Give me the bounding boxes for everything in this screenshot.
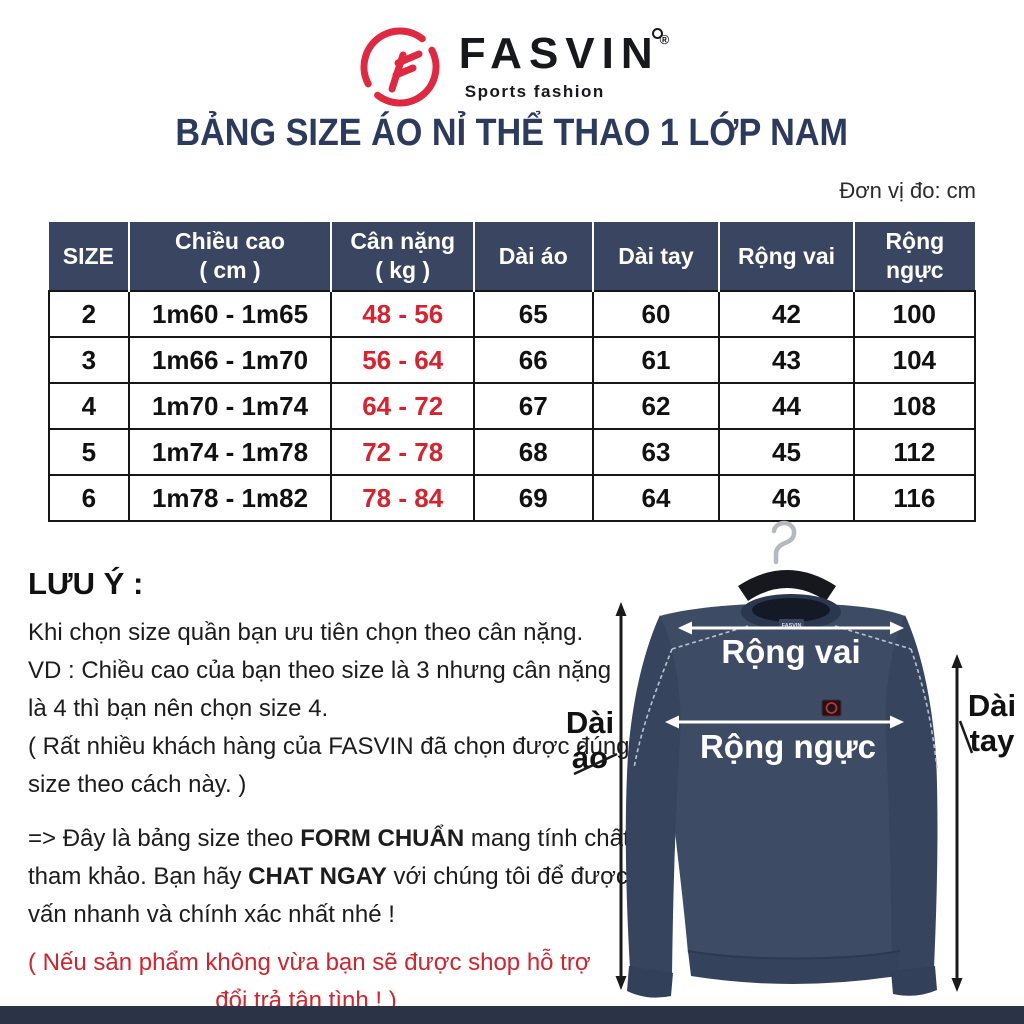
col-header-size: SIZE [49,222,130,291]
notes-heading: LƯU Ý : [28,566,144,601]
cell-height: 1m78 - 1m82 [127,474,333,522]
cell-chest-width: 108 [852,382,977,430]
shirt-right-sleeve [885,615,938,973]
note-line: size theo cách này. ) [28,771,247,798]
neck-opening [752,598,830,622]
trademark-symbol: ® [659,32,670,47]
cell-weight: 72 - 78 [330,428,475,476]
page-title: BẢNG SIZE ÁO NỈ THỂ THAO 1 LỚP NAM [175,112,849,154]
cell-shoulder-width: 46 [718,474,855,522]
chest-width-arrow [665,715,904,729]
cell-sleeve-length: 63 [591,428,721,476]
cell-height: 1m70 - 1m74 [127,382,333,430]
col-header-sleeve-length: Dài tay [592,222,721,291]
col-header-weight: Cân nặng( kg ) [331,222,475,291]
shirt-length-arrow [615,602,627,990]
unit-note: Đơn vị đo: cm [839,178,976,203]
cell-weight: 78 - 84 [330,474,475,522]
left-shoulder-seam [671,625,749,650]
note-line: Khi chọn size quần bạn ưu tiên chọn theo… [28,619,584,646]
right-shoulder-seam [834,625,912,650]
table-row: 6 1m78 - 1m82 78 - 84 69 64 46 116 [48,474,977,522]
cell-size: 3 [48,336,130,384]
note-line: ( Rất nhiều khách hàng của FASVIN đã chọ… [28,733,630,760]
footer-bar [0,1006,1024,1024]
size-table: SIZE Chiều cao( cm ) Cân nặng( kg ) Dài … [48,222,977,522]
hanger-hook-icon [771,520,797,565]
brand-tagline: Sports fashion [464,82,605,101]
cell-chest-width: 104 [852,336,977,384]
shirt-left-sleeve [625,615,681,975]
cell-shirt-length: 69 [473,474,594,522]
cell-shirt-length: 65 [473,290,594,338]
cell-chest-width: 100 [852,290,977,338]
brand-logo: FASVIN® Sports fashion [0,22,1024,112]
cell-shirt-length: 67 [473,382,594,430]
cell-height: 1m60 - 1m65 [127,290,333,338]
shirt-length-label-line2: áo [572,740,608,775]
cell-size: 2 [48,290,130,338]
shirt-hem [688,951,900,984]
collar-brand-text: FASVIN [782,623,802,629]
notes-section: LƯU Ý : Khi chọn size quần bạn ưu tiên c… [28,566,658,1020]
sleeve-length-leader-line [958,720,974,754]
cell-sleeve-length: 60 [591,290,721,338]
cell-sleeve-length: 61 [591,336,721,384]
fasvin-logo-icon [360,27,440,107]
cell-weight: 56 - 64 [330,336,475,384]
table-row: 5 1m74 - 1m78 72 - 78 68 63 45 112 [48,428,977,476]
table-header-row: SIZE Chiều cao( cm ) Cân nặng( kg ) Dài … [49,222,975,291]
cell-shoulder-width: 45 [718,428,855,476]
col-header-shirt-length: Dài áo [474,222,594,291]
cell-chest-width: 116 [852,474,977,522]
sleeve-length-label-line2: tay [970,723,1016,758]
shoulder-width-arrow [678,621,904,635]
cell-shirt-length: 68 [473,428,594,476]
cell-weight: 48 - 56 [330,290,475,338]
cell-height: 1m74 - 1m78 [127,428,333,476]
brand-wordmark: FASVIN® Sports fashion [458,28,670,102]
hem-seam [687,950,901,960]
advice-paragraph: => Đây là bảng size theo FORM CHUẨN mang… [28,825,658,928]
col-header-shoulder-width: Rộng vai [719,222,855,291]
left-raglan-seam [633,648,673,769]
note-line: là 4 thì bạn nên chọn size 4. [28,695,329,722]
cell-shoulder-width: 44 [718,382,855,430]
note-line: VD : Chiều cao của bạn theo size là 3 nh… [28,657,612,684]
table-row: 3 1m66 - 1m70 56 - 64 66 61 43 104 [48,336,977,384]
table-row: 4 1m70 - 1m74 64 - 72 67 62 44 108 [48,382,977,430]
cell-sleeve-length: 64 [591,474,721,522]
shirt-left-cuff [627,966,673,998]
shirt-body [659,603,908,963]
cell-size: 5 [48,428,130,476]
cell-shoulder-width: 43 [718,336,855,384]
cell-height: 1m66 - 1m70 [127,336,333,384]
shoulder-width-label: Rộng vai [721,633,860,670]
i-dot-ring-icon [651,28,663,39]
shirt-right-cuff [891,966,937,996]
brand-name: FASVIN® [458,29,670,78]
sweatshirt-measurement-diagram: FASVIN Rộng vai Rộng ngực [566,520,1016,998]
chest-width-label: Rộng ngực [700,728,876,765]
cell-sleeve-length: 62 [591,382,721,430]
hanger-icon [738,570,836,601]
sleeve-length-label-line1: Dài [968,688,1016,723]
chest-patch [821,699,842,717]
shirt-length-label-line1: Dài [566,705,614,740]
cell-shirt-length: 66 [473,336,594,384]
right-raglan-seam [910,648,938,769]
cell-weight: 64 - 72 [330,382,475,430]
sleeve-length-arrow [951,654,963,992]
cell-shoulder-width: 42 [718,290,855,338]
cell-size: 6 [48,474,130,522]
col-header-chest-width: Rộng ngực [853,222,975,291]
cell-chest-width: 112 [852,428,977,476]
table-row: 2 1m60 - 1m65 48 - 56 65 60 42 100 [48,290,977,338]
chest-patch-logo-icon [825,702,838,714]
shirt-length-leader-line [573,752,618,776]
col-header-height: Chiều cao( cm ) [128,222,333,291]
cell-size: 4 [48,382,130,430]
